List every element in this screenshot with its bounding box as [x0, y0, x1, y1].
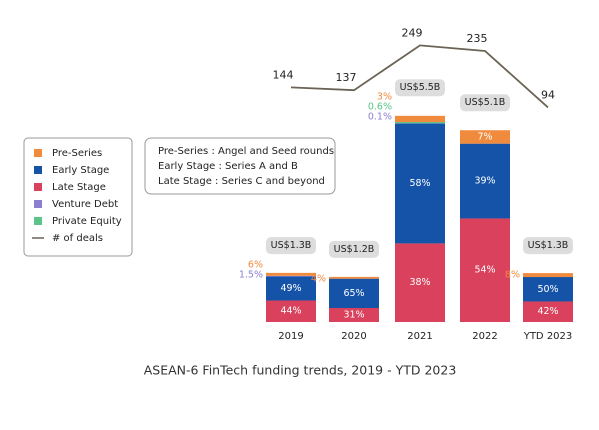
total-label: US$1.3B	[271, 240, 312, 251]
total-box	[329, 240, 379, 258]
x-tick-label: 2019	[278, 331, 303, 342]
value-label: 3%	[377, 92, 392, 103]
bar-segment	[460, 143, 510, 219]
legend-label: Early Stage	[52, 165, 109, 176]
value-label: 6%	[248, 260, 263, 271]
bar-segment	[523, 273, 573, 278]
bar-segment	[395, 122, 445, 124]
legend-label: Pre-Series	[52, 148, 102, 159]
bar-segment	[460, 218, 510, 322]
x-tick-label: 2021	[407, 331, 432, 342]
notes-box	[144, 137, 336, 195]
legend-box	[23, 137, 133, 257]
total-label: US$1.2B	[334, 244, 375, 255]
value-label: 42%	[537, 306, 558, 317]
deals-label: 235	[467, 32, 488, 45]
value-label: 54%	[474, 265, 495, 276]
bar-segment	[395, 123, 445, 244]
legend-swatch	[34, 166, 42, 174]
bar-segment	[395, 243, 445, 322]
value-label: 0.6%	[368, 102, 392, 113]
total-label: US$5.5B	[400, 82, 441, 93]
value-label: 38%	[409, 277, 430, 288]
total-box	[266, 237, 316, 255]
value-label: 7%	[477, 131, 492, 142]
value-label: 0.1%	[368, 112, 392, 123]
note-text: Late Stage : Series C and beyond	[158, 176, 325, 187]
value-label: 65%	[343, 288, 364, 299]
value-label: 4%	[311, 273, 326, 284]
deals-label: 249	[402, 26, 423, 39]
value-label: 39%	[474, 176, 495, 187]
value-label: 31%	[343, 310, 364, 321]
bar-segment	[266, 275, 316, 277]
total-box	[523, 237, 573, 255]
value-label: 8%	[505, 270, 520, 281]
deals-label: 144	[273, 68, 294, 81]
legend-label: Late Stage	[52, 182, 106, 193]
legend-label: # of deals	[52, 233, 103, 244]
legend-swatch	[34, 149, 42, 157]
bar-segment	[329, 308, 379, 322]
bar-segment	[460, 130, 510, 144]
deals-line	[290, 44, 549, 109]
legend-swatch	[34, 200, 42, 208]
bar-segment	[266, 276, 316, 301]
legend-label: Private Equity	[52, 216, 122, 227]
chart-title: ASEAN-6 FinTech funding trends, 2019 - Y…	[144, 363, 457, 378]
bar-segment	[523, 277, 573, 302]
legend-swatch	[34, 217, 42, 225]
value-label: 58%	[409, 178, 430, 189]
bar-segment	[329, 278, 379, 309]
value-label: 44%	[280, 306, 301, 317]
bar-segment	[329, 276, 379, 279]
bar-segment	[266, 300, 316, 322]
legend-label: Venture Debt	[52, 199, 118, 210]
x-tick-label: 2022	[472, 331, 497, 342]
x-tick-label: YTD 2023	[523, 331, 573, 342]
note-text: Pre-Series : Angel and Seed rounds	[158, 146, 334, 157]
value-label: 1.5%	[239, 270, 263, 281]
total-label: US$5.1B	[465, 97, 506, 108]
total-box	[395, 79, 445, 97]
bar-segment	[395, 115, 445, 123]
bar-segment	[523, 301, 573, 322]
total-label: US$1.3B	[528, 240, 569, 251]
x-tick-label: 2020	[341, 331, 366, 342]
note-text: Early Stage : Series A and B	[158, 161, 298, 172]
deals-label: 94	[541, 88, 555, 101]
legend-swatch	[34, 183, 42, 191]
bar-segment	[266, 272, 316, 276]
value-label: 49%	[280, 283, 301, 294]
deals-label: 137	[336, 71, 357, 84]
total-box	[460, 94, 510, 112]
value-label: 50%	[537, 284, 558, 295]
